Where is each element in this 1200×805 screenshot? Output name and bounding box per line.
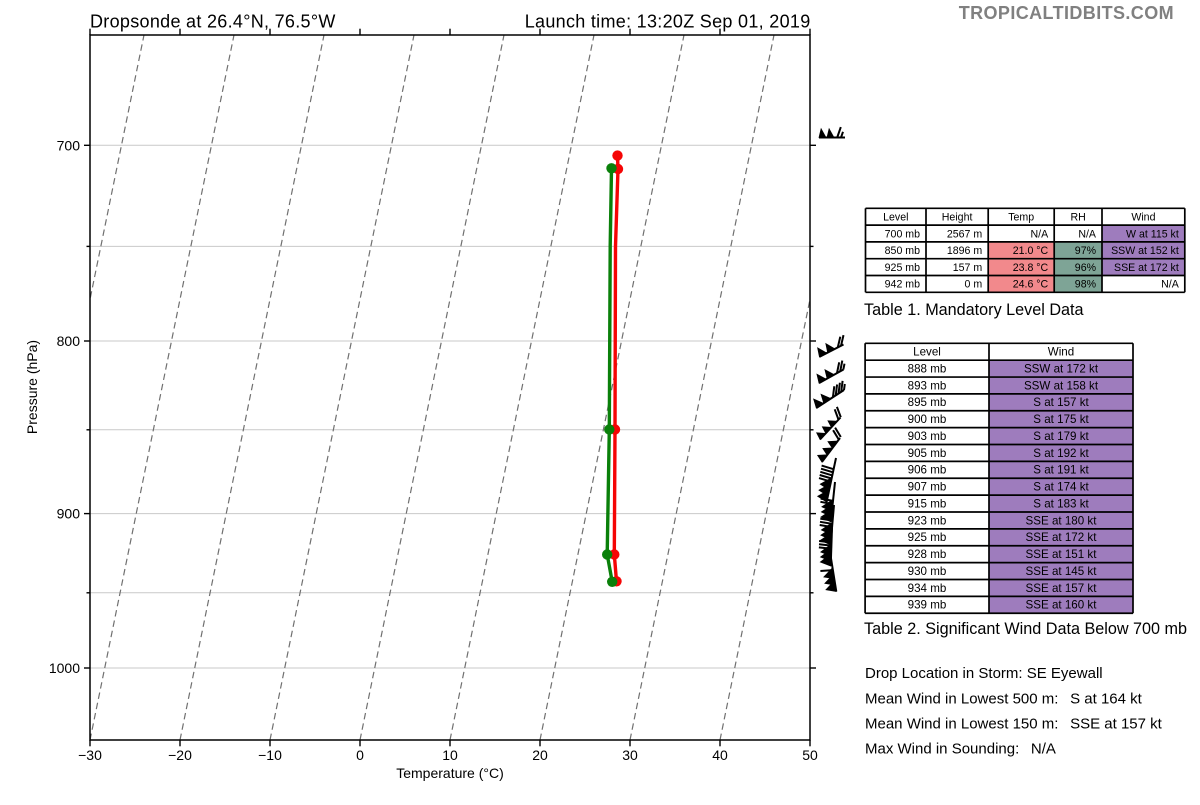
svg-text:20: 20: [532, 747, 548, 763]
svg-text:S at 157 kt: S at 157 kt: [1033, 396, 1089, 409]
svg-text:893 mb: 893 mb: [908, 379, 947, 392]
svg-text:23.8 °C: 23.8 °C: [1013, 262, 1049, 274]
svg-text:700: 700: [57, 137, 81, 153]
svg-text:SSE at 157 kt: SSE at 157 kt: [1026, 582, 1098, 595]
svg-text:N/A: N/A: [1031, 228, 1050, 240]
svg-text:Temp: Temp: [1008, 212, 1034, 224]
svg-text:Wind: Wind: [1048, 346, 1074, 359]
svg-text:Level: Level: [913, 346, 941, 359]
svg-text:N/A: N/A: [1161, 279, 1180, 291]
svg-text:903 mb: 903 mb: [908, 430, 947, 443]
svg-text:SSW at 158 kt: SSW at 158 kt: [1024, 379, 1099, 392]
svg-text:906 mb: 906 mb: [908, 464, 947, 477]
svg-text:915 mb: 915 mb: [908, 497, 947, 510]
svg-text:30: 30: [622, 747, 638, 763]
svg-text:SSE at 172 kt: SSE at 172 kt: [1026, 531, 1098, 544]
svg-text:Mean Wind in Lowest 500 m: S: Mean Wind in Lowest 500 m: S at 164 kt: [865, 690, 1143, 707]
svg-text:900 mb: 900 mb: [908, 413, 947, 426]
svg-text:SSW at 172 kt: SSW at 172 kt: [1024, 363, 1099, 376]
svg-text:Drop Location in Storm: SE Eye: Drop Location in Storm: SE Eyewall: [865, 665, 1103, 682]
svg-text:923 mb: 923 mb: [908, 514, 947, 527]
svg-text:SSE at 172 kt: SSE at 172 kt: [1114, 262, 1179, 274]
svg-text:900: 900: [57, 506, 81, 522]
svg-text:RH: RH: [1070, 212, 1085, 224]
svg-text:Height: Height: [942, 212, 973, 224]
svg-text:Pressure (hPa): Pressure (hPa): [24, 340, 40, 434]
svg-text:SSE at 180 kt: SSE at 180 kt: [1026, 514, 1098, 527]
svg-text:S at 174 kt: S at 174 kt: [1033, 481, 1089, 494]
svg-text:Dropsonde at 26.4°N, 76.5°W: Dropsonde at 26.4°N, 76.5°W: [90, 12, 336, 32]
svg-text:Temperature (°C): Temperature (°C): [396, 765, 504, 781]
svg-text:98%: 98%: [1075, 279, 1097, 291]
svg-text:40: 40: [712, 747, 728, 763]
svg-text:907 mb: 907 mb: [908, 481, 947, 494]
svg-text:24.6 °C: 24.6 °C: [1013, 279, 1049, 291]
svg-text:96%: 96%: [1075, 262, 1097, 274]
svg-text:10: 10: [442, 747, 458, 763]
svg-text:W at 115 kt: W at 115 kt: [1126, 228, 1179, 240]
svg-text:−30: −30: [78, 747, 102, 763]
svg-text:Table 1. Mandatory Level Data: Table 1. Mandatory Level Data: [864, 301, 1084, 319]
svg-text:700 mb: 700 mb: [885, 228, 920, 240]
svg-text:934 mb: 934 mb: [908, 582, 947, 595]
svg-text:0: 0: [356, 747, 364, 763]
svg-text:905 mb: 905 mb: [908, 447, 947, 460]
svg-text:−20: −20: [168, 747, 192, 763]
svg-text:S at 179 kt: S at 179 kt: [1033, 430, 1089, 443]
svg-text:N/A: N/A: [1078, 228, 1097, 240]
svg-text:Launch time: 13:20Z Sep 01, 20: Launch time: 13:20Z Sep 01, 2019: [525, 12, 811, 32]
svg-text:Table 2. Significant Wind Data: Table 2. Significant Wind Data Below 700…: [864, 620, 1187, 638]
svg-text:157 m: 157 m: [953, 262, 983, 274]
svg-text:Mean Wind in Lowest 150 m: SS: Mean Wind in Lowest 150 m: SSE at 157 kt: [865, 716, 1163, 733]
svg-text:SSW at 152 kt: SSW at 152 kt: [1111, 245, 1179, 257]
svg-text:TROPICALTIDBITS.COM: TROPICALTIDBITS.COM: [959, 3, 1174, 23]
svg-text:800: 800: [57, 333, 81, 349]
svg-text:2567 m: 2567 m: [947, 228, 983, 240]
svg-text:97%: 97%: [1075, 245, 1097, 257]
svg-text:SSE at 145 kt: SSE at 145 kt: [1026, 565, 1098, 578]
svg-text:1896 m: 1896 m: [947, 245, 983, 257]
svg-text:S at 183 kt: S at 183 kt: [1033, 497, 1089, 510]
svg-text:1000: 1000: [49, 660, 80, 676]
svg-text:939 mb: 939 mb: [908, 599, 947, 612]
svg-text:925 mb: 925 mb: [885, 262, 920, 274]
svg-text:21.0 °C: 21.0 °C: [1013, 245, 1049, 257]
svg-text:0 m: 0 m: [965, 279, 983, 291]
svg-text:50: 50: [802, 747, 818, 763]
svg-text:930 mb: 930 mb: [908, 565, 947, 578]
svg-text:Level: Level: [883, 212, 908, 224]
svg-text:895 mb: 895 mb: [908, 396, 947, 409]
svg-text:S at 192 kt: S at 192 kt: [1033, 447, 1089, 460]
svg-text:942 mb: 942 mb: [885, 279, 920, 291]
svg-text:S at 175 kt: S at 175 kt: [1033, 413, 1089, 426]
svg-text:888 mb: 888 mb: [908, 363, 947, 376]
svg-text:SSE at 160 kt: SSE at 160 kt: [1026, 599, 1098, 612]
svg-text:Max Wind in Sounding: N/A: Max Wind in Sounding: N/A: [865, 741, 1056, 758]
svg-text:−10: −10: [258, 747, 282, 763]
svg-text:850 mb: 850 mb: [885, 245, 920, 257]
svg-text:928 mb: 928 mb: [908, 548, 947, 561]
svg-text:Wind: Wind: [1131, 212, 1155, 224]
svg-text:925 mb: 925 mb: [908, 531, 947, 544]
svg-text:SSE at 151 kt: SSE at 151 kt: [1026, 548, 1098, 561]
svg-text:S at 191 kt: S at 191 kt: [1033, 464, 1089, 477]
